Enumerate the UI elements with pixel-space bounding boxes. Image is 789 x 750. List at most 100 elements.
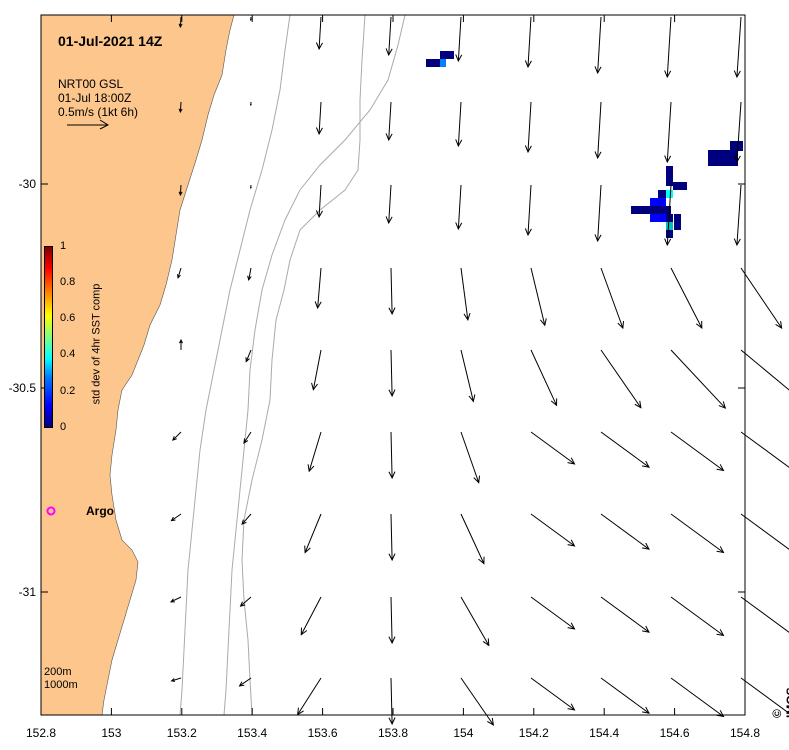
legend-time: 01-Jul 18:00Z (58, 91, 132, 105)
current-vector (239, 596, 252, 607)
current-vector (530, 677, 576, 711)
current-vector (385, 16, 393, 57)
current-vector (600, 349, 642, 409)
current-vector (460, 267, 471, 321)
colorbar-tick: 0.2 (60, 385, 76, 397)
colorbar-tick: 0.4 (60, 348, 76, 360)
vector-legend: NRT00 GSL 01-Jul 18:00Z 0.5m/s (1kt 6h) (58, 77, 138, 119)
current-vector (315, 16, 323, 51)
current-vector (178, 101, 183, 114)
current-vector (670, 267, 703, 330)
current-vector (179, 338, 183, 350)
current-vector (249, 184, 252, 190)
current-vector (245, 349, 252, 363)
current-vector (249, 16, 252, 22)
current-vector (388, 267, 396, 316)
map-title: 01-Jul-2021 14Z (58, 33, 163, 49)
current-vector (594, 184, 602, 243)
current-vector (740, 431, 789, 468)
current-vector (460, 596, 490, 647)
current-vector (740, 349, 789, 391)
current-vector (307, 431, 322, 473)
current-vector (670, 349, 727, 409)
current-vector (178, 16, 183, 29)
current-vector (600, 677, 650, 714)
current-vector (388, 349, 396, 398)
contour-inner (179, 14, 291, 716)
colorbar-title: std dev of 4hr SST comp (90, 283, 103, 405)
x-tick-label: 154.2 (518, 726, 549, 740)
x-tick-label: 153.4 (237, 726, 268, 740)
current-vector (247, 267, 252, 282)
current-vector (600, 431, 650, 468)
x-tick-label: 153.2 (166, 726, 197, 740)
depth-1000m: 1000m (44, 679, 78, 691)
credit-text: © IMOS 05-Jul-2021 14:12 Hobart (770, 687, 789, 718)
current-vector (385, 184, 393, 225)
current-vector (664, 184, 672, 247)
x-tick-label: 154 (453, 726, 474, 740)
y-tick-label: -30 (18, 177, 36, 191)
current-vector (388, 677, 396, 726)
legend-scale: 0.5m/s (1kt 6h) (58, 105, 139, 119)
current-vector (388, 513, 396, 562)
colorbar-tick: 1 (60, 240, 67, 252)
land-mass (40, 14, 235, 716)
current-vector (664, 16, 672, 79)
x-tick-label: 153 (101, 726, 122, 740)
current-vector (455, 184, 463, 231)
current-vector (243, 431, 252, 444)
current-vector (238, 677, 252, 687)
current-vector (733, 101, 742, 164)
current-vector (670, 431, 725, 472)
colorbar (44, 246, 53, 428)
y-tick-label: -31 (18, 585, 36, 599)
current-vector (388, 431, 396, 480)
current-vector (670, 596, 725, 637)
x-tick-label: 154.6 (659, 726, 690, 740)
current-vector (455, 16, 463, 63)
y-tick-label: -30.5 (8, 381, 36, 395)
current-vector (530, 596, 576, 630)
current-vector (460, 349, 476, 403)
current-vector (460, 677, 495, 726)
current-vector (740, 596, 789, 633)
current-vector (670, 513, 725, 554)
reference-arrow-icon (67, 119, 110, 130)
current-vector (300, 596, 322, 636)
current-vector (594, 101, 602, 160)
current-vector (733, 184, 742, 247)
current-vector (670, 677, 725, 718)
current-vector (600, 267, 625, 330)
x-tick-label: 152.8 (25, 726, 57, 740)
current-vector (314, 267, 322, 310)
current-vector (524, 184, 532, 237)
sst-patches (426, 51, 743, 238)
colorbar-tick: 0.8 (60, 276, 76, 288)
x-tick-label: 154.4 (589, 726, 620, 740)
current-vector (170, 513, 182, 522)
contour-1000m (241, 14, 366, 716)
current-vector (388, 596, 396, 645)
current-vector (733, 16, 742, 79)
current-vector (385, 101, 393, 142)
current-vector (530, 349, 558, 407)
contour-200m (223, 14, 406, 716)
x-tick-label: 154.8 (729, 726, 761, 740)
current-vector (740, 513, 789, 550)
current-vector (524, 16, 532, 69)
current-vector (176, 267, 182, 279)
current-vector (178, 184, 183, 197)
current-vector (455, 101, 463, 148)
depth-200m: 200m (44, 666, 72, 678)
x-tick-label: 153.8 (377, 726, 409, 740)
current-vector (664, 101, 672, 164)
argo-label: Argo (86, 504, 114, 518)
x-tick-label: 153.6 (307, 726, 338, 740)
current-vector (172, 431, 182, 441)
colorbar-tick: 0.6 (60, 312, 76, 324)
current-vector (600, 513, 650, 550)
current-vectors (169, 16, 789, 726)
current-vector (169, 596, 182, 603)
